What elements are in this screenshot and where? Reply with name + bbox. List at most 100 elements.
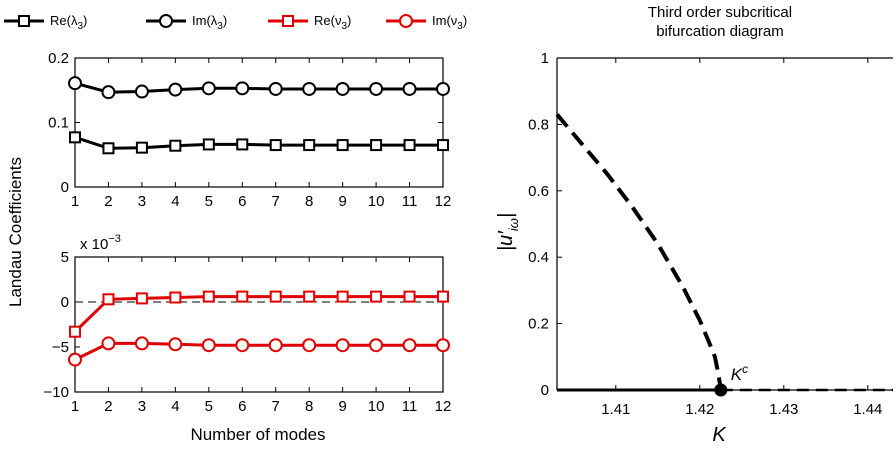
y-tick-label: 0.1 <box>48 115 69 132</box>
plot-frame <box>74 256 444 393</box>
data-point <box>403 139 416 152</box>
y-tick-label: −10 <box>44 384 69 401</box>
legend-marker <box>282 15 294 27</box>
data-point <box>202 290 215 303</box>
series-line <box>74 135 443 150</box>
legend-label: Im(ν3) <box>432 13 467 32</box>
legend-marker <box>18 15 30 27</box>
data-point <box>168 337 183 352</box>
data-point <box>135 141 148 154</box>
x-tick-label: 12 <box>435 398 452 415</box>
y-tick-label: 1 <box>541 50 549 67</box>
x-tick-label: 1.41 <box>601 401 630 418</box>
series-line <box>74 341 443 361</box>
data-point <box>336 290 349 303</box>
data-point <box>370 290 383 303</box>
x-tick-label: 7 <box>272 193 280 210</box>
y-tick-label: 0.6 <box>528 183 549 200</box>
x-tick-label: 4 <box>171 398 179 415</box>
x-tick-label: 2 <box>104 398 112 415</box>
data-point <box>268 81 283 96</box>
data-point <box>68 76 82 91</box>
data-point <box>268 338 283 353</box>
data-point <box>168 82 183 97</box>
data-point <box>269 290 282 303</box>
x-tick-label: 7 <box>272 398 280 415</box>
x-tick-label: 1 <box>71 193 79 210</box>
y-tick-label: 0.4 <box>528 249 549 266</box>
legend-label: Re(λ3) <box>50 13 87 32</box>
y-axis-label-landau: Landau Coefficients <box>6 157 25 307</box>
x-tick-label: 5 <box>205 398 213 415</box>
x-tick-label: 8 <box>305 398 313 415</box>
x-tick-label: 3 <box>138 193 146 210</box>
data-point <box>302 338 317 353</box>
x-tick-label: 6 <box>238 193 246 210</box>
y-tick-label: 0.8 <box>528 116 549 133</box>
data-point <box>101 85 116 100</box>
data-point <box>201 81 216 96</box>
data-point <box>102 142 115 155</box>
data-point <box>370 139 383 152</box>
legend-label: Re(ν3) <box>314 13 351 32</box>
data-point <box>303 290 316 303</box>
x-tick-label: 1.44 <box>853 401 882 418</box>
data-point <box>201 338 216 353</box>
x-tick-label: 3 <box>138 398 146 415</box>
exponent-label: x 10−3 <box>80 233 121 253</box>
x-tick-label: 1.43 <box>769 401 798 418</box>
x-tick-label: 11 <box>402 193 418 210</box>
chart-title-line-2: bifurcation diagram <box>656 23 784 40</box>
data-point <box>269 139 282 152</box>
data-point <box>436 338 450 353</box>
x-tick-label: 12 <box>435 193 452 210</box>
unstable-branch <box>555 113 723 391</box>
x-tick-label: 11 <box>402 398 418 415</box>
data-point <box>169 291 182 304</box>
x-tick-label: 1 <box>71 398 79 415</box>
data-point <box>134 336 149 351</box>
data-point <box>135 292 148 305</box>
data-point <box>302 81 317 96</box>
svg-text:|u′iω|: |u′iω| <box>495 213 521 251</box>
x-tick-label: 10 <box>368 193 385 210</box>
data-point <box>69 131 81 144</box>
x-tick-label: 1.42 <box>685 401 714 418</box>
data-point <box>436 81 450 96</box>
data-point <box>101 336 116 351</box>
x-tick-label: 9 <box>338 193 346 210</box>
y-tick-label: 0.2 <box>48 50 69 67</box>
chart-title-line-1: Third order subcritical <box>648 4 792 21</box>
legend-marker <box>399 14 413 28</box>
data-point <box>68 352 82 367</box>
x-tick-label: 9 <box>338 398 346 415</box>
data-point <box>369 338 384 353</box>
x-tick-label: 6 <box>238 398 246 415</box>
x-tick-label: 10 <box>368 398 385 415</box>
data-point <box>235 338 250 353</box>
data-point <box>336 139 349 152</box>
data-point <box>335 338 350 353</box>
bifurcation-panel: 0 0.2 0.4 0.6 0.8 1 1.41 1.42 1.43 1.44 Kc <box>528 50 893 418</box>
x-axis-label-modes: Number of modes <box>190 425 325 444</box>
x-tick-label: 4 <box>171 193 179 210</box>
y-tick-label: 0 <box>61 294 69 311</box>
critical-point-label: Kc <box>731 362 748 384</box>
critical-point <box>714 383 728 397</box>
y-tick-label: 0 <box>541 382 549 399</box>
legend-label: Im(λ3) <box>192 13 227 32</box>
data-point <box>169 139 182 152</box>
data-point <box>236 290 249 303</box>
series-line <box>74 81 443 94</box>
y-tick-label: −5 <box>52 339 69 356</box>
data-point <box>437 139 449 152</box>
data-point <box>403 290 416 303</box>
x-axis-label-k: K <box>712 424 727 446</box>
data-point <box>134 84 149 99</box>
data-point <box>102 293 115 306</box>
data-point <box>202 138 215 151</box>
x-tick-label: 2 <box>104 193 112 210</box>
